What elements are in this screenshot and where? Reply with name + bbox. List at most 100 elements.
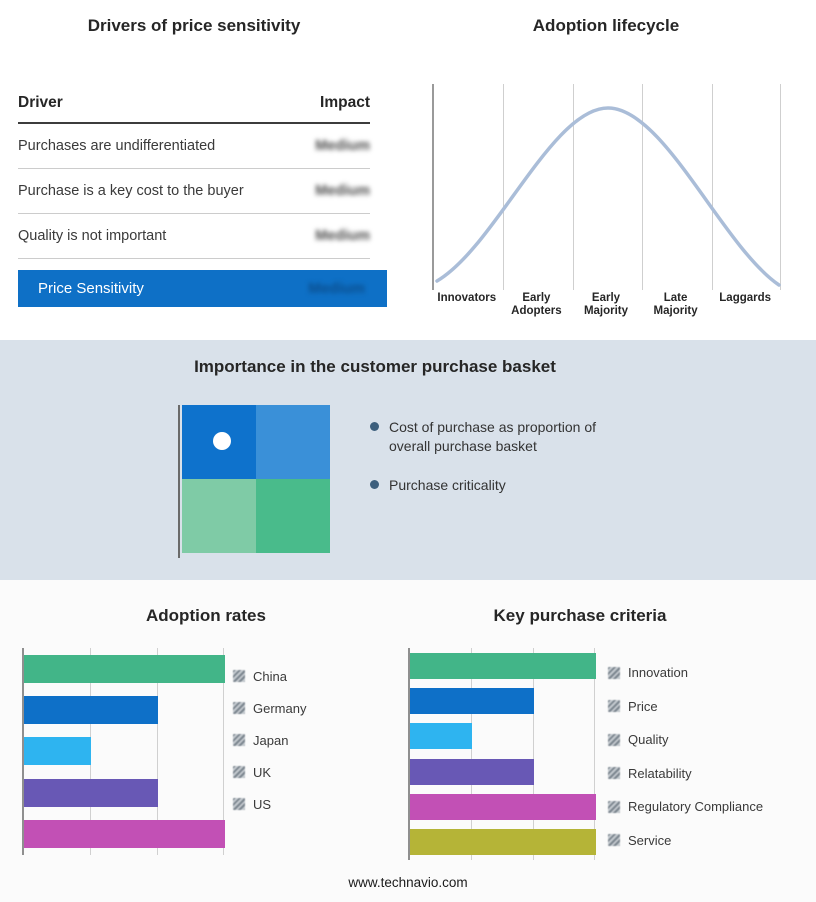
stage-label: Innovators	[437, 292, 497, 304]
bar-china	[24, 654, 225, 683]
legend-swatch-icon	[608, 834, 620, 847]
bar-uk	[24, 778, 158, 807]
bell-curve	[435, 106, 781, 287]
key-purchase-criteria-plot	[408, 648, 596, 860]
summary-label: Price Sensitivity	[38, 280, 144, 297]
adoption-rates-legend: China Germany Japan UK US	[233, 660, 306, 820]
lifecycle-stage-labels: Innovators Early Adopters Early Majority…	[432, 292, 780, 318]
legend-swatch-icon	[233, 798, 245, 810]
legend-item: Price	[608, 690, 763, 724]
legend-swatch-icon	[608, 700, 620, 713]
legend-item: Quality	[608, 723, 763, 757]
drivers-table: Purchases are undifferentiated Medium Pu…	[18, 124, 370, 259]
legend-item: Innovation	[608, 656, 763, 690]
quadrant-matrix	[182, 405, 330, 553]
position-dot	[213, 432, 231, 450]
legend-label: Price	[628, 698, 658, 714]
bullet-icon	[370, 479, 379, 489]
bar-price	[410, 687, 534, 714]
legend-swatch-icon	[608, 767, 620, 780]
legend-swatch-icon	[233, 734, 245, 746]
column-header-impact: Impact	[320, 94, 370, 111]
lifecycle-chart	[432, 84, 782, 290]
legend-swatch-icon	[608, 666, 620, 679]
gridline	[780, 84, 781, 290]
purchase-basket-band	[0, 340, 816, 580]
driver-cell: Purchase is a key cost to the buyer	[18, 183, 244, 199]
legend-label: Quality	[628, 732, 669, 748]
table-row: Purchase is a key cost to the buyer Medi…	[18, 169, 370, 214]
key-purchase-criteria-legend: Innovation Price Quality Relatability Re…	[608, 656, 763, 857]
stage-label: Late Majority	[653, 292, 698, 318]
legend-label: China	[253, 668, 287, 684]
legend-label: Regulatory Compliance	[628, 799, 764, 815]
legend-swatch-icon	[608, 800, 620, 813]
gridline	[573, 84, 574, 290]
bell-curve-path	[435, 106, 781, 287]
list-item: Cost of purchase as proportion of overal…	[370, 418, 625, 456]
legend-item: Regulatory Compliance	[608, 790, 763, 824]
price-sensitivity-summary-row: Price Sensitivity Medium	[18, 270, 387, 307]
table-row: Quality is not important Medium	[18, 214, 370, 259]
gridline	[503, 84, 504, 290]
bar-group	[410, 648, 596, 860]
bar-regulatory-compliance	[410, 793, 596, 820]
legend-item: China	[233, 660, 306, 692]
quadrant-bottom-right	[256, 479, 330, 553]
gridline	[157, 648, 158, 855]
driver-cell: Purchases are undifferentiated	[18, 138, 216, 154]
gridline	[471, 648, 472, 860]
legend-item: US	[233, 788, 306, 820]
basket-panel-title: Importance in the customer purchase bask…	[194, 357, 556, 376]
list-item: Purchase criticality	[370, 476, 625, 495]
website-url: www.technavio.com	[348, 875, 468, 890]
bullet-text: Cost of purchase as proportion of overal…	[389, 419, 597, 454]
legend-swatch-icon	[233, 766, 245, 778]
legend-item: UK	[233, 756, 306, 788]
stage-label: Laggards	[719, 292, 772, 304]
legend-item: Relatability	[608, 757, 763, 791]
bar-group	[24, 648, 225, 855]
quadrant-top-right	[256, 405, 330, 479]
table-row: Purchases are undifferentiated Medium	[18, 124, 370, 169]
legend-label: Relatability	[628, 765, 692, 781]
legend-label: Innovation	[628, 665, 688, 681]
bar-service	[410, 829, 596, 856]
quadrant-bottom-left	[182, 479, 256, 553]
drivers-table-header: Driver Impact	[18, 94, 370, 124]
bullet-text: Purchase criticality	[389, 476, 506, 493]
bar-us	[24, 820, 225, 849]
adoption-rates-plot	[22, 648, 225, 855]
impact-cell: Medium	[315, 183, 370, 199]
legend-label: Service	[628, 832, 672, 848]
driver-cell: Quality is not important	[18, 228, 167, 244]
gridline	[533, 648, 534, 860]
bar-relatability	[410, 758, 534, 785]
legend-swatch-icon	[608, 733, 620, 746]
gridline	[712, 84, 713, 290]
bar-japan	[24, 737, 91, 766]
key-purchase-criteria-title: Key purchase criteria	[493, 606, 667, 625]
gridline	[642, 84, 643, 290]
impact-cell: Medium	[315, 138, 370, 154]
adoption-rates-title: Adoption rates	[146, 606, 266, 625]
legend-swatch-icon	[233, 702, 245, 714]
bar-innovation	[410, 652, 596, 679]
impact-cell: Medium	[315, 228, 370, 244]
bar-germany	[24, 696, 158, 725]
basket-bullet-list: Cost of purchase as proportion of overal…	[370, 418, 625, 515]
legend-swatch-icon	[233, 670, 245, 682]
quadrant-axis	[178, 405, 180, 558]
gridline	[223, 648, 224, 855]
drivers-panel-title: Drivers of price sensitivity	[87, 16, 301, 35]
legend-item: Japan	[233, 724, 306, 756]
legend-label: Japan	[253, 732, 289, 748]
gridline	[594, 648, 595, 860]
legend-label: Germany	[253, 700, 307, 716]
legend-item: Germany	[233, 692, 306, 724]
summary-impact: Medium	[308, 280, 365, 297]
legend-label: US	[253, 796, 272, 812]
stage-label: Early Majority	[583, 292, 629, 318]
stage-label: Early Adopters	[511, 292, 562, 318]
